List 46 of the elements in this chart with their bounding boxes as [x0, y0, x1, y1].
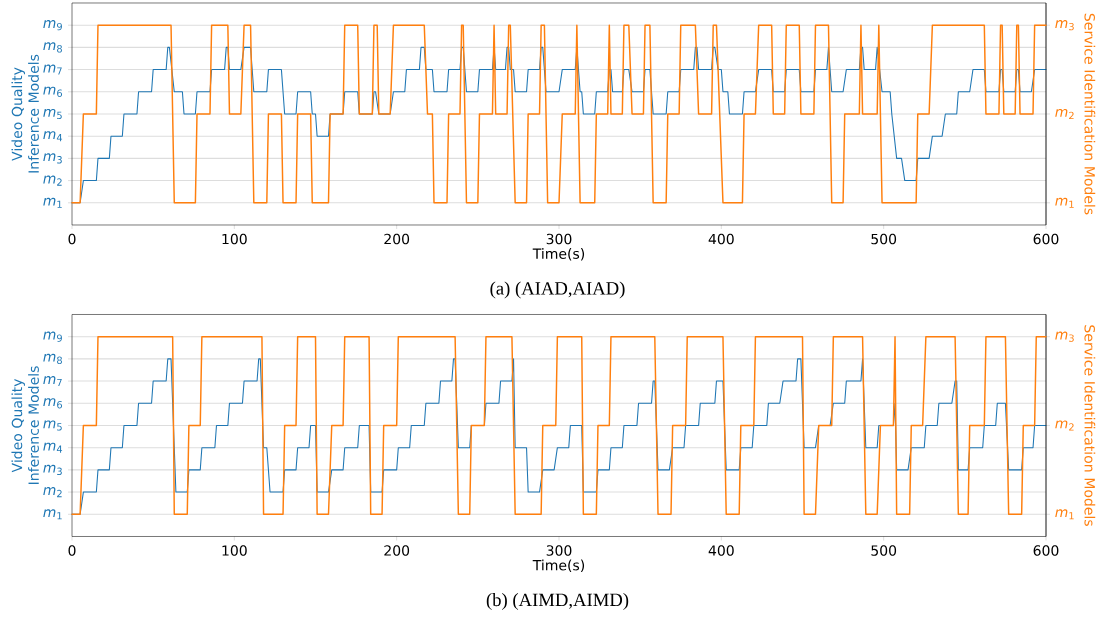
y-tick-label: m$_{9}$ — [43, 20, 62, 31]
y-tick-label: m$_{2}$ — [43, 175, 62, 186]
y-tick-label: m$_{2}$ — [43, 487, 62, 498]
y-tick-label: m$_{8}$ — [43, 353, 62, 365]
y-axis-title: Video Quality Inference Models — [11, 366, 39, 484]
y-tick-label: m$_{1}$ — [43, 197, 62, 208]
y-tick-label: m$_{1}$ — [43, 509, 62, 520]
x-tick-label: 500 — [871, 233, 897, 245]
x-tick-label: 0 — [68, 233, 76, 245]
y-tick-label: m$_{4}$ — [43, 131, 63, 142]
y-tick-label: m$_{6}$ — [43, 86, 63, 97]
x-tick-label: 0 — [68, 545, 76, 556]
y-tick-label: m$_{4}$ — [43, 442, 63, 453]
y2-tick-label: m$_{1}$ — [1055, 197, 1074, 208]
y-axis-title: Video Quality Inference Models — [11, 54, 39, 173]
x-tick-label: 600 — [1033, 545, 1059, 556]
x-tick-label: 400 — [708, 545, 734, 556]
x-axis-title: Time(s) — [532, 248, 585, 261]
y-tick-label: m$_{8}$ — [43, 42, 62, 53]
x-tick-label: 200 — [384, 233, 410, 245]
x-tick-label: 600 — [1033, 233, 1059, 245]
text: (a) (AIAD,AIAD) — [490, 281, 625, 299]
y2-tick-label: m$_{2}$ — [1055, 420, 1074, 431]
y-tick-label: m$_{5}$ — [43, 108, 62, 120]
y2-axis-title: Service Identification Models — [1084, 13, 1096, 215]
x-tick-label: 200 — [384, 545, 410, 556]
y2-tick-label: m$_{1}$ — [1055, 509, 1074, 520]
y2-axis-title: Service Identification Models — [1084, 325, 1096, 526]
y-tick-label: m$_{3}$ — [43, 464, 62, 476]
y-tick-label: m$_{6}$ — [43, 398, 63, 409]
x-tick-label: 500 — [871, 545, 897, 556]
text: (b) (AIMD,AIMD) — [486, 593, 629, 610]
y-tick-label: m$_{7}$ — [43, 64, 62, 75]
y-tick-label: m$_{5}$ — [43, 420, 62, 431]
x-tick-label: 100 — [222, 545, 247, 556]
y-tick-label: m$_{9}$ — [43, 331, 62, 342]
y2-tick-label: m$_{2}$ — [1055, 108, 1074, 120]
x-tick-label: 100 — [222, 233, 247, 245]
y-tick-label: m$_{3}$ — [43, 153, 62, 164]
y-tick-label: m$_{7}$ — [43, 376, 62, 387]
x-tick-label: 400 — [708, 233, 734, 245]
x-tick-label: 300 — [546, 233, 572, 245]
x-axis-title: Time(s) — [532, 559, 585, 573]
y2-tick-label: m$_{3}$ — [1055, 331, 1074, 342]
y2-tick-label: m$_{3}$ — [1055, 20, 1074, 31]
x-tick-label: 300 — [546, 545, 572, 556]
